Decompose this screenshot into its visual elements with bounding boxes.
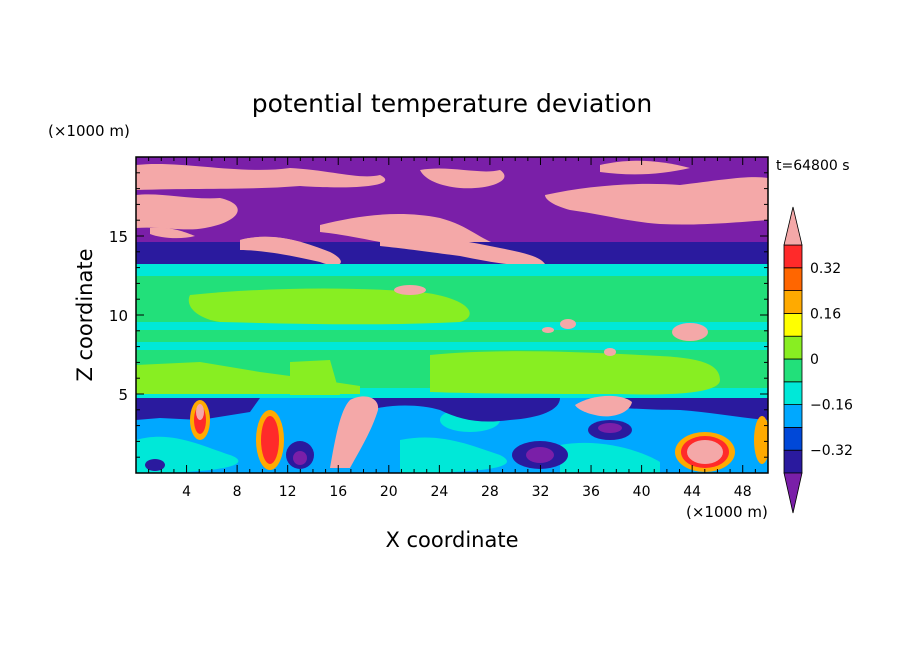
colorbar-tick-label: −0.32 <box>810 443 853 459</box>
y-tick-label: 5 <box>118 386 128 404</box>
lower-strong-negative-patches <box>293 423 622 465</box>
x-tick-label: 48 <box>734 484 752 500</box>
mid-positive-patches <box>394 285 708 356</box>
x-tick-label: 20 <box>380 484 398 500</box>
colorbar-band <box>783 312 803 337</box>
upper-positive-patches <box>136 160 768 268</box>
x-tick-label: 40 <box>633 484 651 500</box>
cloud-tail <box>240 236 341 266</box>
colorbar-tick-label: 0 <box>810 352 819 368</box>
x-tick-label: 4 <box>182 484 191 500</box>
lower-negative-patches <box>136 398 768 471</box>
chart-title: potential temperature deviation <box>252 89 652 118</box>
colorbar-band <box>783 358 803 383</box>
colorbar-band <box>783 267 803 291</box>
colorbar-band <box>783 335 803 360</box>
y-axis-label: Z coordinate <box>73 248 97 381</box>
x-tick-label: 24 <box>430 484 448 500</box>
colorbar-band <box>783 449 803 474</box>
colorbar-upper-extension <box>783 206 803 246</box>
colorbar-tick-label: 0.16 <box>810 306 841 322</box>
colorbar-band <box>783 290 803 314</box>
x-unit-label: (×1000 m) <box>686 503 768 521</box>
colorbar-tick-label: 0.32 <box>810 261 841 277</box>
lower-positive-plumes <box>196 395 723 468</box>
cloud-tail <box>380 235 545 266</box>
y-tick-label: 10 <box>109 307 128 325</box>
colorbar: 0.32 0.16 0 −0.16 −0.32 <box>783 206 853 514</box>
colorbar-band <box>783 244 803 269</box>
x-tick-label: 44 <box>683 484 701 500</box>
contour-field <box>136 157 768 473</box>
y-tick-label: 15 <box>109 228 128 246</box>
colorbar-tick-label: −0.16 <box>810 398 853 414</box>
x-axis: 4 8 12 16 20 24 28 32 36 40 44 48 <box>148 157 756 500</box>
colorbar-band <box>783 404 803 428</box>
x-tick-label: 16 <box>329 484 347 500</box>
y-axis: 5 10 15 <box>109 172 768 458</box>
mid-positive-regions <box>136 288 720 395</box>
x-tick-label: 28 <box>481 484 499 500</box>
x-tick-label: 12 <box>279 484 297 500</box>
colorbar-band <box>783 426 803 451</box>
x-axis-label: X coordinate <box>385 528 518 552</box>
colorbar-lower-extension <box>783 472 803 514</box>
colorbar-band <box>783 381 803 405</box>
y-unit-label: (×1000 m) <box>48 122 130 140</box>
x-tick-label: 36 <box>582 484 600 500</box>
mid-cyan-bands <box>136 264 768 398</box>
x-tick-label: 32 <box>532 484 550 500</box>
time-label: t=64800 s <box>776 158 850 174</box>
x-tick-label: 8 <box>233 484 242 500</box>
